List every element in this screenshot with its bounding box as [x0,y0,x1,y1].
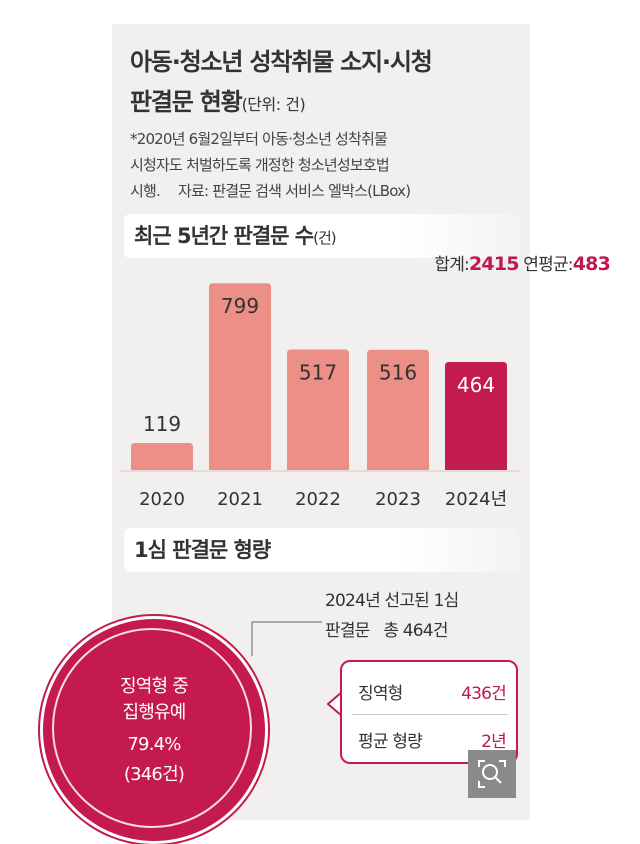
bar-2021 [209,283,271,471]
footnote: *2020년 6월2일부터 아동·청소년 성착취물 시청자도 처벌하도록 개정한… [130,126,525,204]
total-value: 2415 [468,253,519,275]
title-line-1: 아동·청소년 성착취물 소지·시청 [130,48,433,76]
detail-row-avg: 평균 형량 2년 [354,716,510,760]
footnote-line-1: *2020년 6월2일부터 아동·청소년 성착취물 [130,130,388,148]
detail-value-avg: 2년 [481,732,507,752]
circle-line-1: 징역형 중 [120,676,189,697]
bar-group-2024년: 464 2024년 [445,361,507,510]
bar-value-label-2022: 517 [299,361,337,385]
sentence-info: 2024년 선고된 1심 판결문 총 464건 [325,586,459,646]
zoom-magnifier-icon [478,760,506,788]
detail-divider [352,714,508,715]
x-tick-label-2022: 2022 [295,489,341,510]
footnote-line-3-text: 시행. [130,182,161,200]
zoom-button[interactable] [468,750,516,798]
bar-group-2023: 516 2023 [367,349,429,510]
section-title-counts: 최근 5년간 판결문 수(건) [134,220,337,250]
sentence-info-line-1: 2024년 선고된 1심 [325,591,459,611]
infographic-title: 아동·청소년 성착취물 소지·시청 판결문 현황(단위: 건) [130,42,433,125]
circle-inner-ring [52,628,252,828]
summary-stats: 합계:2415 연평균:483 [434,250,610,275]
suspended-sentence-circle: 징역형 중 집행유예 79.4% (346건) [40,616,268,844]
x-tick-label-2020: 2020 [139,489,185,510]
source-text: 자료: 판결문 검색 서비스 엘박스(LBox) [177,182,411,200]
title-unit: (단위: 건) [241,95,306,114]
section-title-sentences: 1심 판결문 형량 [134,538,271,562]
bar-2020 [131,443,193,471]
bar-value-label-2023: 516 [379,361,417,385]
footnote-line-2: 시청자도 처벌하도록 개정한 청소년성보호법 [130,156,390,174]
bar-group-2022: 517 2022 [287,349,349,510]
average-label: 연평균: [523,255,573,275]
detail-value-prison: 436건 [461,684,507,704]
circle-percent: 79.4% [127,734,181,755]
bar-group-2021: 799 2021 [209,283,271,510]
total-label: 합계: [434,255,469,275]
section-title-counts-unit: (건) [313,229,336,247]
detail-label-prison: 징역형 [358,684,403,704]
bar-2023 [367,349,429,471]
bar-value-label-2024년: 464 [457,373,495,397]
sentence-info-line-2: 판결문 총 464건 [325,621,448,641]
section-title-counts-text: 최근 5년간 판결문 수 [134,224,314,248]
detail-row-prison: 징역형 436건 [354,668,510,712]
x-tick-label-2024년: 2024년 [445,489,507,510]
bar-value-label-2021: 799 [221,294,259,318]
x-tick-label-2021: 2021 [217,489,263,510]
circle-count: (346건) [123,764,185,785]
title-line-2-text: 판결문 현황 [130,88,243,116]
bar-group-2020: 119 2020 [131,412,193,510]
bar-2024년 [445,361,507,471]
detail-label-avg: 평균 형량 [358,732,423,752]
footnote-line-3: 시행. 자료: 판결문 검색 서비스 엘박스(LBox) [130,178,525,204]
section-header-counts: 최근 5년간 판결문 수(건) [124,214,520,258]
connector-line [251,621,322,656]
bar-chart: 119 2020 799 2021 517 2022 516 2023 464 2024년 [120,283,520,510]
circle-line-2: 집행유예 [122,702,186,723]
bar-2022 [287,349,349,471]
sentence-detail-box: 징역형 436건 평균 형량 2년 [340,660,518,764]
title-line-2: 판결문 현황(단위: 건) [130,82,432,125]
x-tick-label-2023: 2023 [375,489,421,510]
section-header-sentences: 1심 판결문 형량 [124,528,520,572]
bar-value-label-2020: 119 [143,412,181,436]
average-value: 483 [572,253,611,275]
